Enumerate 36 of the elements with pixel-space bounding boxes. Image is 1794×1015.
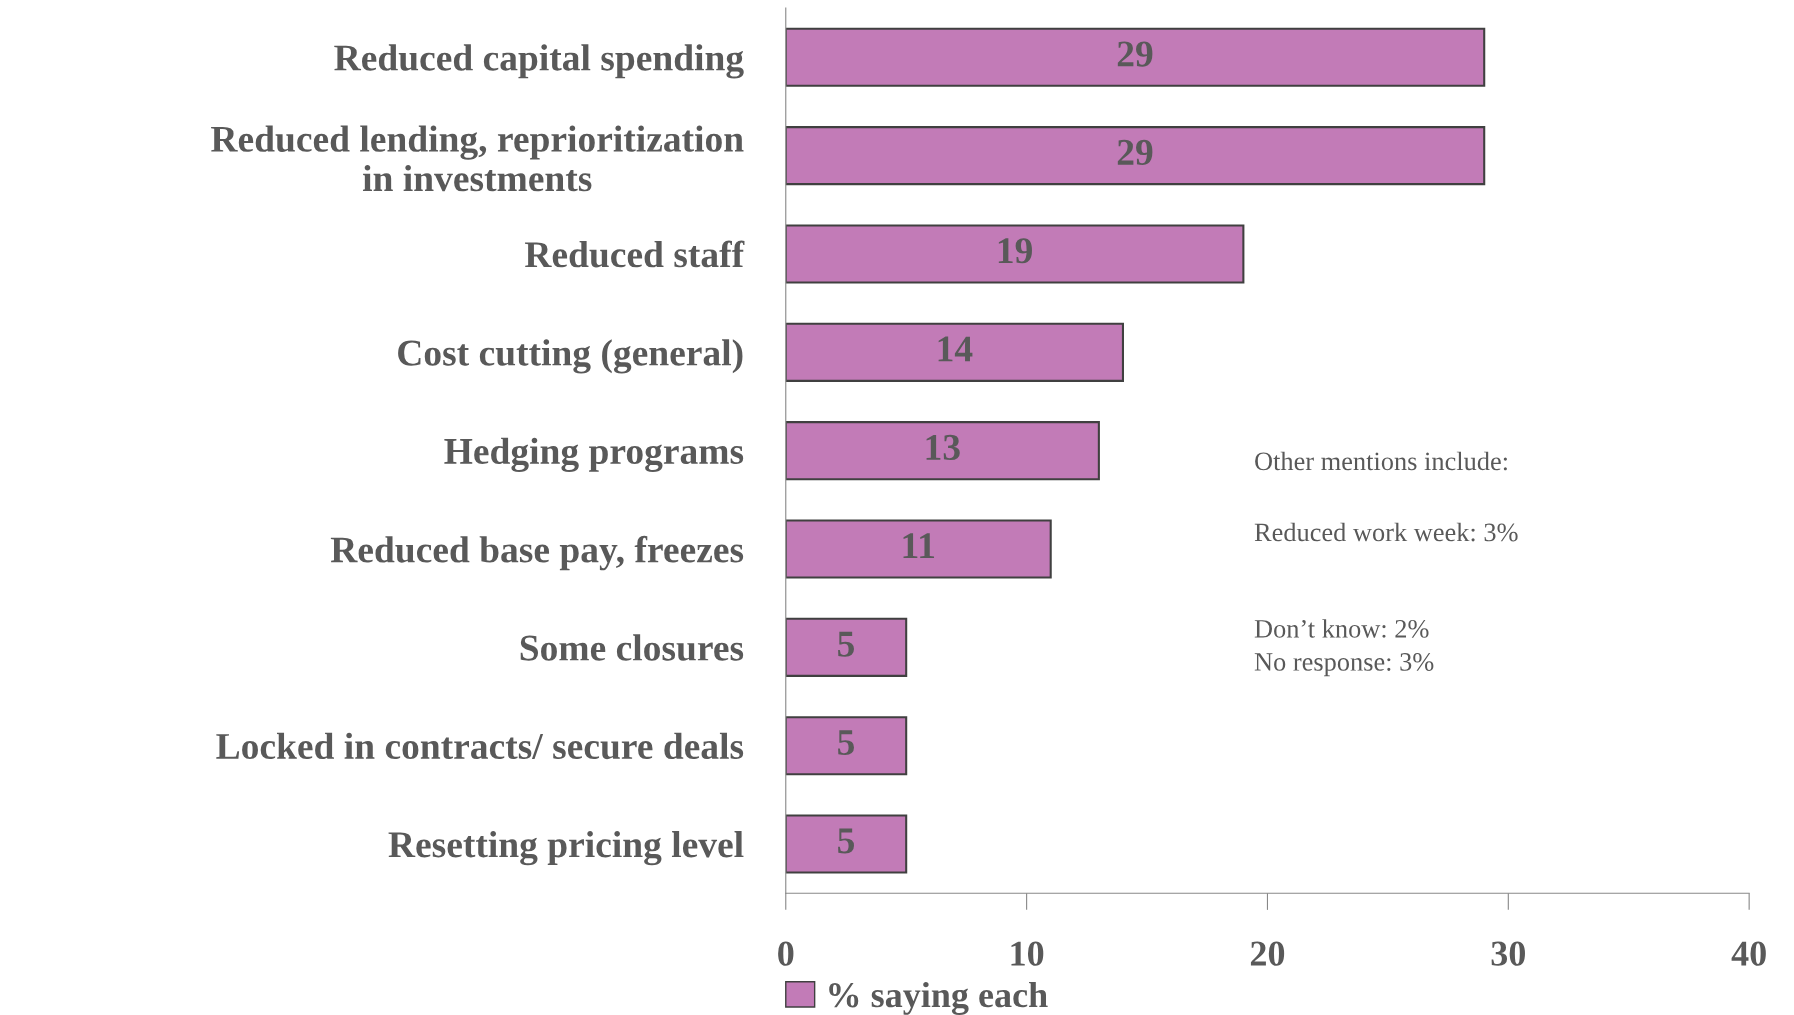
data-label: 29 [1117,139,1153,166]
y-tick-label: Resetting pricing level [388,831,744,866]
bar [785,519,1052,579]
x-tick-label: 20 [1250,941,1285,966]
y-tick-label: Reduced capital spending [334,44,744,79]
bar [785,421,1100,481]
bar [785,716,908,776]
x-tick-label: 0 [778,941,794,966]
y-tick-label: Some closures [520,634,744,661]
bar [785,814,908,874]
annotation: Reduced work week: 3% [1254,522,1518,542]
bar [785,617,908,677]
y-tick-label: Cost cutting (general) [398,339,743,374]
bar [785,27,1486,87]
bar [785,224,1245,284]
bar [785,322,1124,382]
x-tick-label: 10 [1011,941,1044,966]
data-label: 5 [838,631,854,657]
x-tick-label: 30 [1491,941,1525,966]
data-label: 13 [926,434,960,461]
data-label: 29 [1117,41,1153,67]
data-label: 5 [838,828,854,854]
annotation: Other mentions include: [1255,451,1507,471]
y-tick-label: Hedging programs [444,437,744,472]
bar [785,126,1486,186]
y-tick-label: Reduced staff [524,240,745,268]
y-tick-label: Reduced base pay, freezes [330,535,744,571]
annotation: Don’t know: 2% No response: 3% [1254,619,1434,677]
data-label: 14 [938,336,973,362]
legend-label: % saying each [829,981,1048,1015]
data-label: 11 [903,533,935,559]
y-tick-label: Locked in contracts/ secure deals [216,732,744,760]
x-tick-label: 40 [1731,941,1766,966]
data-label: 19 [998,238,1032,264]
y-tick-label: Reduced lending, reprioritization in investments [211,125,744,192]
data-label: 5 [838,730,854,756]
